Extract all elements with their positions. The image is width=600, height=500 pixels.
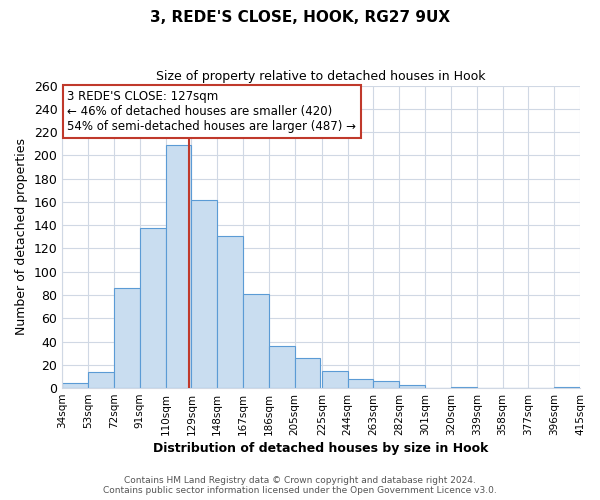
Bar bbox=[114, 288, 140, 388]
Bar bbox=[166, 145, 191, 388]
Bar bbox=[243, 294, 269, 388]
Bar bbox=[347, 379, 373, 388]
X-axis label: Distribution of detached houses by size in Hook: Distribution of detached houses by size … bbox=[154, 442, 489, 455]
Bar bbox=[451, 387, 477, 388]
Bar bbox=[554, 387, 580, 388]
Text: 3, REDE'S CLOSE, HOOK, RG27 9UX: 3, REDE'S CLOSE, HOOK, RG27 9UX bbox=[150, 10, 450, 25]
Y-axis label: Number of detached properties: Number of detached properties bbox=[15, 138, 28, 336]
Bar bbox=[88, 372, 114, 388]
Bar bbox=[373, 381, 399, 388]
Bar bbox=[62, 384, 88, 388]
Bar bbox=[140, 228, 166, 388]
Bar bbox=[217, 236, 243, 388]
Bar bbox=[399, 384, 425, 388]
Bar bbox=[269, 346, 295, 388]
Bar bbox=[295, 358, 320, 388]
Title: Size of property relative to detached houses in Hook: Size of property relative to detached ho… bbox=[157, 70, 486, 83]
Bar bbox=[191, 200, 217, 388]
Bar bbox=[322, 370, 347, 388]
Text: 3 REDE'S CLOSE: 127sqm
← 46% of detached houses are smaller (420)
54% of semi-de: 3 REDE'S CLOSE: 127sqm ← 46% of detached… bbox=[67, 90, 356, 133]
Text: Contains HM Land Registry data © Crown copyright and database right 2024.
Contai: Contains HM Land Registry data © Crown c… bbox=[103, 476, 497, 495]
